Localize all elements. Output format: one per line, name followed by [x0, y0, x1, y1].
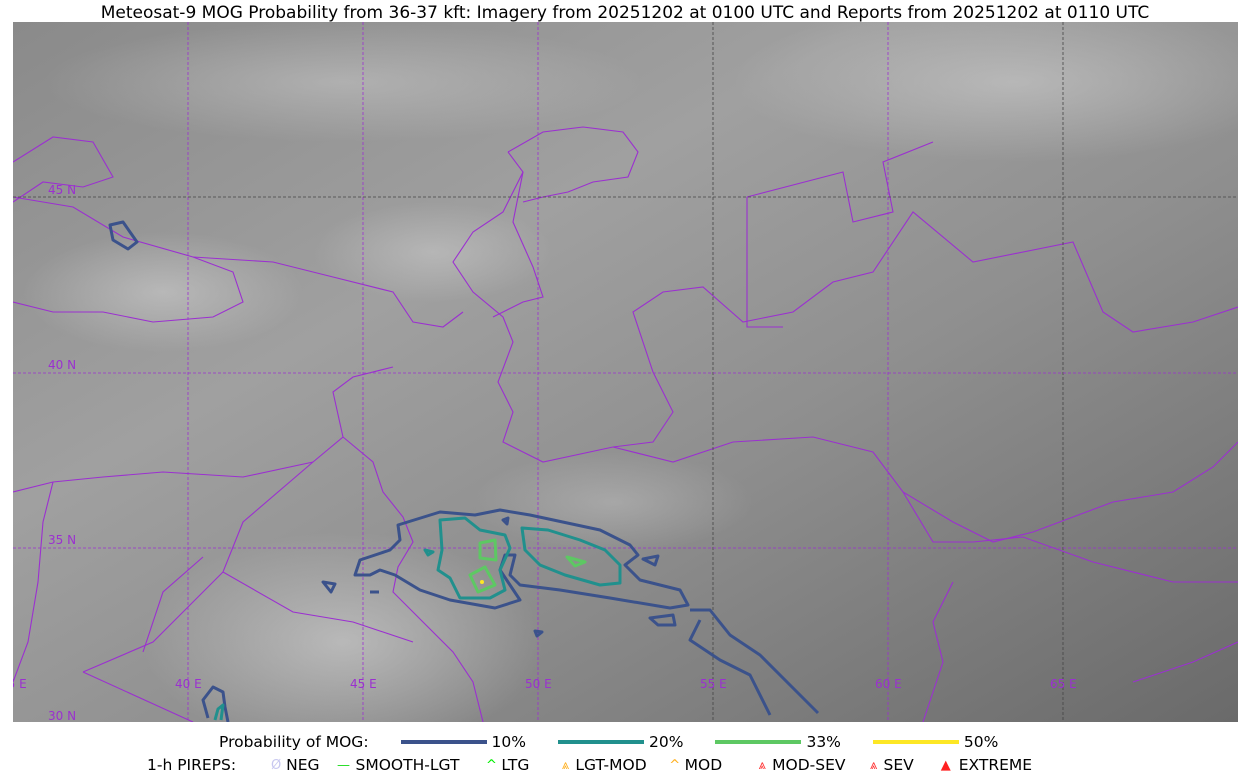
- lon-label: 65 E: [1050, 677, 1077, 691]
- probability-legend: Probability of MOG: 10% 20% 33% 50%: [0, 733, 1250, 751]
- pirep-label: MOD: [684, 756, 723, 774]
- pireps-legend-title: 1-h PIREPS:: [147, 756, 237, 774]
- map-title: Meteosat-9 MOG Probability from 36-37 kf…: [100, 3, 1150, 23]
- smooth-lgt-icon: —: [337, 757, 351, 773]
- legend-label-50: 50%: [963, 733, 999, 751]
- borders: [13, 126, 1238, 722]
- pirep-label: MOD-SEV: [772, 756, 846, 774]
- pirep-label: NEG: [286, 756, 320, 774]
- pirep-label: EXTREME: [958, 756, 1033, 774]
- contour-50pct: [480, 580, 484, 584]
- mod-icon: ^: [669, 757, 681, 773]
- lgt-mod-icon: ⩓: [561, 757, 570, 773]
- mod-sev-icon: ⩓: [758, 757, 766, 773]
- ltg-icon: ^: [485, 757, 497, 773]
- legend-swatch-33: [715, 740, 802, 744]
- pirep-label: LTG: [501, 756, 530, 774]
- legend-swatch-10: [400, 740, 487, 744]
- lon-label: 60 E: [875, 677, 902, 691]
- contour-10pct: [108, 220, 820, 722]
- legend-label-20: 20%: [649, 733, 684, 751]
- lon-label: 35 E: [13, 677, 27, 691]
- extreme-icon: ▲: [940, 757, 951, 773]
- probability-legend-title: Probability of MOG:: [219, 733, 369, 751]
- pirep-label: SMOOTH-LGT: [355, 756, 460, 774]
- graticule: [13, 22, 1238, 722]
- contour-33pct: [468, 538, 587, 594]
- lon-label: 50 E: [525, 677, 552, 691]
- lat-label: 35 N: [48, 533, 76, 547]
- pirep-label: LGT-MOD: [575, 756, 647, 774]
- pireps-legend: 1-h PIREPS: Ø NEG — SMOOTH-LGT ^ LTG ⩓ LGT-M…: [0, 756, 1250, 774]
- lon-label: 45 E: [350, 677, 377, 691]
- lat-label: 40 N: [48, 358, 76, 372]
- lon-label: 55 E: [700, 677, 727, 691]
- pirep-label: SEV: [883, 756, 914, 774]
- legend-swatch-20: [558, 740, 644, 744]
- legend-label-10: 10%: [491, 733, 526, 751]
- lon-label: 40 E: [175, 677, 202, 691]
- legend-label-33: 33%: [806, 733, 841, 751]
- lat-label: 45 N: [48, 183, 76, 197]
- graticule-labels: 35 E 40 E 45 E 50 E 55 E 60 E 65 E 45 N …: [13, 183, 1077, 722]
- satellite-map: 35 E 40 E 45 E 50 E 55 E 60 E 65 E 45 N …: [13, 22, 1238, 722]
- legend-swatch-50: [872, 740, 959, 744]
- lat-label: 30 N: [48, 709, 76, 722]
- sev-icon: ⩓: [869, 757, 878, 773]
- neg-icon: Ø: [270, 757, 282, 773]
- contour-20pct: [213, 516, 622, 721]
